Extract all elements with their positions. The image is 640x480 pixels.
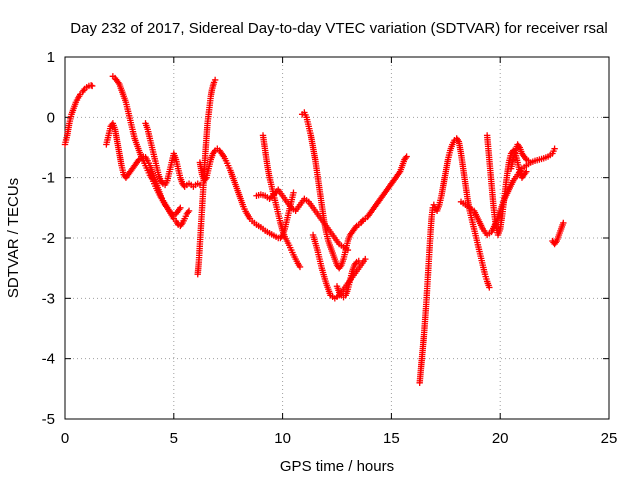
series-track-11 — [333, 257, 362, 301]
y-tick-label: -4 — [42, 351, 55, 368]
data-point — [266, 195, 273, 202]
x-tick-label: 25 — [601, 430, 618, 447]
y-tick-label: -3 — [42, 290, 55, 307]
series-track-15 — [507, 141, 532, 172]
data-point — [296, 263, 304, 271]
points-layer — [61, 73, 567, 386]
data-point — [551, 145, 558, 152]
data-point — [560, 219, 567, 227]
chart-title: Day 232 of 2017, Sidereal Day-to-day VTE… — [70, 20, 607, 37]
x-tick-label: 20 — [492, 430, 509, 447]
data-point — [211, 76, 219, 84]
x-tick-label: 15 — [383, 430, 400, 447]
y-axis-label: SDTVAR / TECUs — [5, 178, 22, 298]
y-tick-label: -5 — [42, 411, 55, 428]
data-point — [430, 201, 438, 209]
x-tick-label: 5 — [170, 430, 178, 447]
data-point — [403, 153, 410, 160]
series-track-9 — [298, 109, 410, 272]
series-track-14 — [483, 132, 530, 239]
data-point — [269, 192, 276, 200]
data-point — [523, 168, 530, 175]
data-point — [525, 157, 532, 164]
y-tick-label: -1 — [42, 170, 55, 187]
x-tick-label: 10 — [274, 430, 291, 447]
plot-frame — [64, 56, 610, 420]
data-point — [177, 204, 184, 212]
x-tick-label: 0 — [61, 430, 69, 447]
data-point — [89, 82, 96, 90]
data-point — [362, 255, 369, 263]
x-axis-label: GPS time / hours — [280, 458, 394, 475]
data-point — [290, 189, 297, 196]
series-track-7 — [259, 132, 304, 271]
y-tick-label: 1 — [47, 49, 55, 66]
y-tick-label: 0 — [47, 109, 55, 126]
data-point — [355, 257, 362, 265]
series-track-8 — [253, 186, 352, 254]
data-point — [486, 284, 493, 291]
series-track-5 — [194, 76, 219, 278]
series-track-3 — [103, 120, 184, 219]
series-track-1 — [61, 82, 96, 148]
data-point — [80, 87, 87, 94]
data-point — [185, 207, 193, 215]
data-point — [267, 194, 275, 201]
y-tick-label: -2 — [42, 230, 55, 247]
series-track-16 — [549, 219, 567, 248]
series-track-4 — [142, 120, 204, 190]
series-track-12 — [416, 135, 493, 386]
